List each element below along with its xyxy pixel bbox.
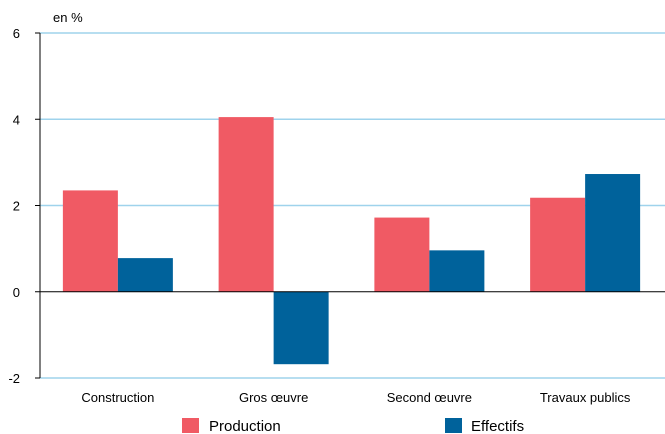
- x-axis-labels: Construction Gros œuvre Second œuvre Travau…: [81, 390, 631, 405]
- legend-label-effectifs: Effectifs: [471, 418, 524, 434]
- legend: Production Effectifs: [182, 418, 524, 434]
- y-tick-label: 4: [13, 112, 20, 127]
- bars: [62, 117, 641, 365]
- y-tick-label: 6: [13, 26, 20, 41]
- bar-effectifs-travaux-publics: [585, 174, 641, 292]
- x-category-label: Construction: [81, 390, 154, 405]
- bar-production-gros-oeuvre: [218, 117, 274, 292]
- bar-effectifs-gros-oeuvre: [273, 291, 329, 365]
- y-tick-label: 0: [13, 285, 20, 300]
- y-axis-ticks: 6 4 2 0 -2: [8, 26, 40, 386]
- x-category-label: Gros œuvre: [239, 390, 308, 405]
- y-tick-label: -2: [8, 371, 20, 386]
- legend-label-production: Production: [209, 418, 281, 434]
- y-unit-label: en %: [53, 10, 83, 25]
- legend-swatch-production: [182, 418, 199, 433]
- legend-swatch-effectifs: [445, 418, 462, 433]
- x-category-label: Second œuvre: [387, 390, 472, 405]
- bar-production-construction: [62, 190, 118, 292]
- y-tick-label: 2: [13, 199, 20, 214]
- bar-production-second-oeuvre: [374, 217, 430, 292]
- x-category-label: Travaux publics: [540, 390, 631, 405]
- bar-effectifs-second-oeuvre: [429, 250, 485, 292]
- bar-production-travaux-publics: [530, 197, 586, 292]
- gridlines: [40, 32, 665, 379]
- bar-effectifs-construction: [117, 258, 173, 292]
